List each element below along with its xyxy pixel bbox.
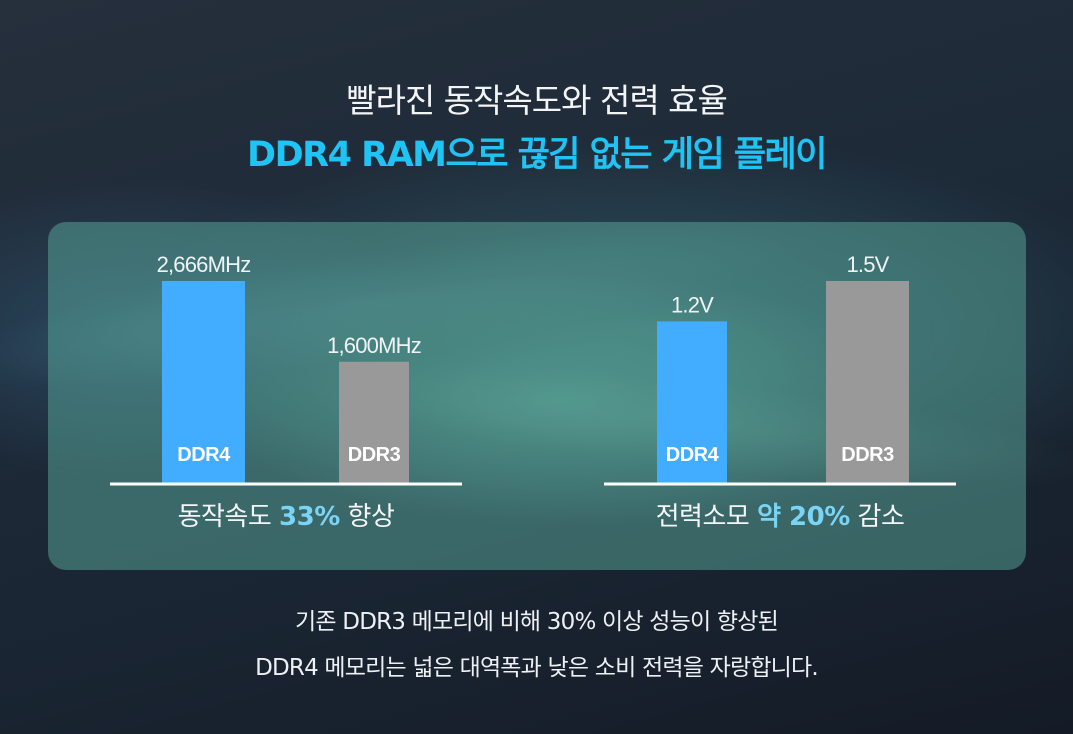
description-line-2: DDR4 메모리는 넓은 대역폭과 낮은 소비 전력을 자랑합니다. [255,655,819,681]
power-caption-prefix: 전력소모 [655,502,758,532]
power-bar-ddr4 [657,321,727,483]
speed-caption-suffix: 향상 [339,502,395,532]
power-category-label: DDR4 [666,444,720,466]
speed-caption-highlight: 33% [279,502,340,532]
description-line-1: 기존 DDR3 메모리에 비해 30% 이상 성능이 향상된 [295,609,779,635]
speed-caption: 동작속도 33% 향상 [110,496,462,533]
speed-value-label: 1,600MHz [327,333,421,358]
power-caption: 전력소모 약 20% 감소 [604,496,956,533]
power-bar-ddr3 [826,281,909,483]
power-value-label: 1.5V [846,252,889,277]
power-value-label: 1.2V [671,292,714,317]
speed-category-label: DDR4 [177,444,231,466]
speed-bar-ddr3 [339,361,409,483]
headline: 빨라진 동작속도와 전력 효율 [346,81,728,120]
power-caption-highlight: 약 20% [757,502,850,532]
speed-value-label: 2,666MHz [157,252,251,277]
power-category-label: DDR3 [841,444,894,466]
speed-bar-ddr4 [162,281,245,483]
subheadline: DDR4 RAM으로 끊김 없는 게임 플레이 [247,135,827,175]
speed-caption-prefix: 동작속도 [177,502,280,532]
power-caption-suffix: 감소 [849,502,905,532]
speed-category-label: DDR3 [348,444,401,466]
